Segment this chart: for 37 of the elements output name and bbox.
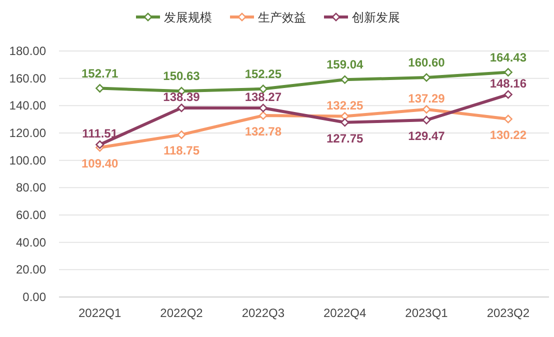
data-label: 150.63 [163, 69, 200, 84]
data-label: 111.51 [82, 126, 118, 141]
data-label: 132.78 [244, 124, 282, 139]
data-label: 132.25 [326, 98, 364, 112]
data-label: 152.71 [81, 66, 119, 80]
data-label: 148.16 [490, 76, 527, 91]
data-label: 137.29 [408, 91, 446, 106]
y-tick-label: 20.00 [16, 262, 46, 277]
data-label: 138.39 [163, 90, 200, 104]
x-tick-label: 2022Q1 [78, 306, 122, 320]
legend-label: 创新发展 [352, 10, 400, 24]
data-label: 160.60 [408, 56, 446, 70]
y-tick-label: 0.00 [22, 290, 46, 304]
y-tick-label: 180.00 [9, 44, 46, 58]
x-tick-label: 2023Q2 [486, 306, 530, 320]
data-label: 109.40 [81, 156, 119, 170]
x-tick-label: 2023Q1 [405, 306, 448, 320]
x-tick-label: 2022Q3 [242, 306, 285, 320]
y-tick-label: 60.00 [16, 208, 46, 222]
data-label: 127.75 [326, 131, 364, 146]
x-tick-label: 2022Q4 [323, 306, 367, 320]
data-label: 152.25 [244, 66, 282, 81]
data-label: 164.43 [490, 50, 527, 64]
data-label: 118.75 [163, 144, 200, 158]
y-tick-label: 80.00 [16, 180, 46, 195]
x-tick-label: 2022Q2 [160, 306, 204, 320]
y-tick-label: 40.00 [16, 235, 46, 250]
data-label: 159.04 [326, 58, 364, 72]
y-tick-label: 100.00 [9, 153, 46, 168]
y-tick-label: 140.00 [9, 98, 46, 113]
data-label: 129.47 [408, 129, 446, 144]
legend-label: 发展规模 [164, 10, 212, 24]
y-tick-label: 120.00 [9, 126, 46, 140]
data-label: 130.22 [490, 128, 527, 142]
y-tick-label: 160.00 [9, 71, 46, 86]
data-label: 138.27 [244, 90, 282, 104]
legend-label: 生产效益 [258, 10, 306, 24]
